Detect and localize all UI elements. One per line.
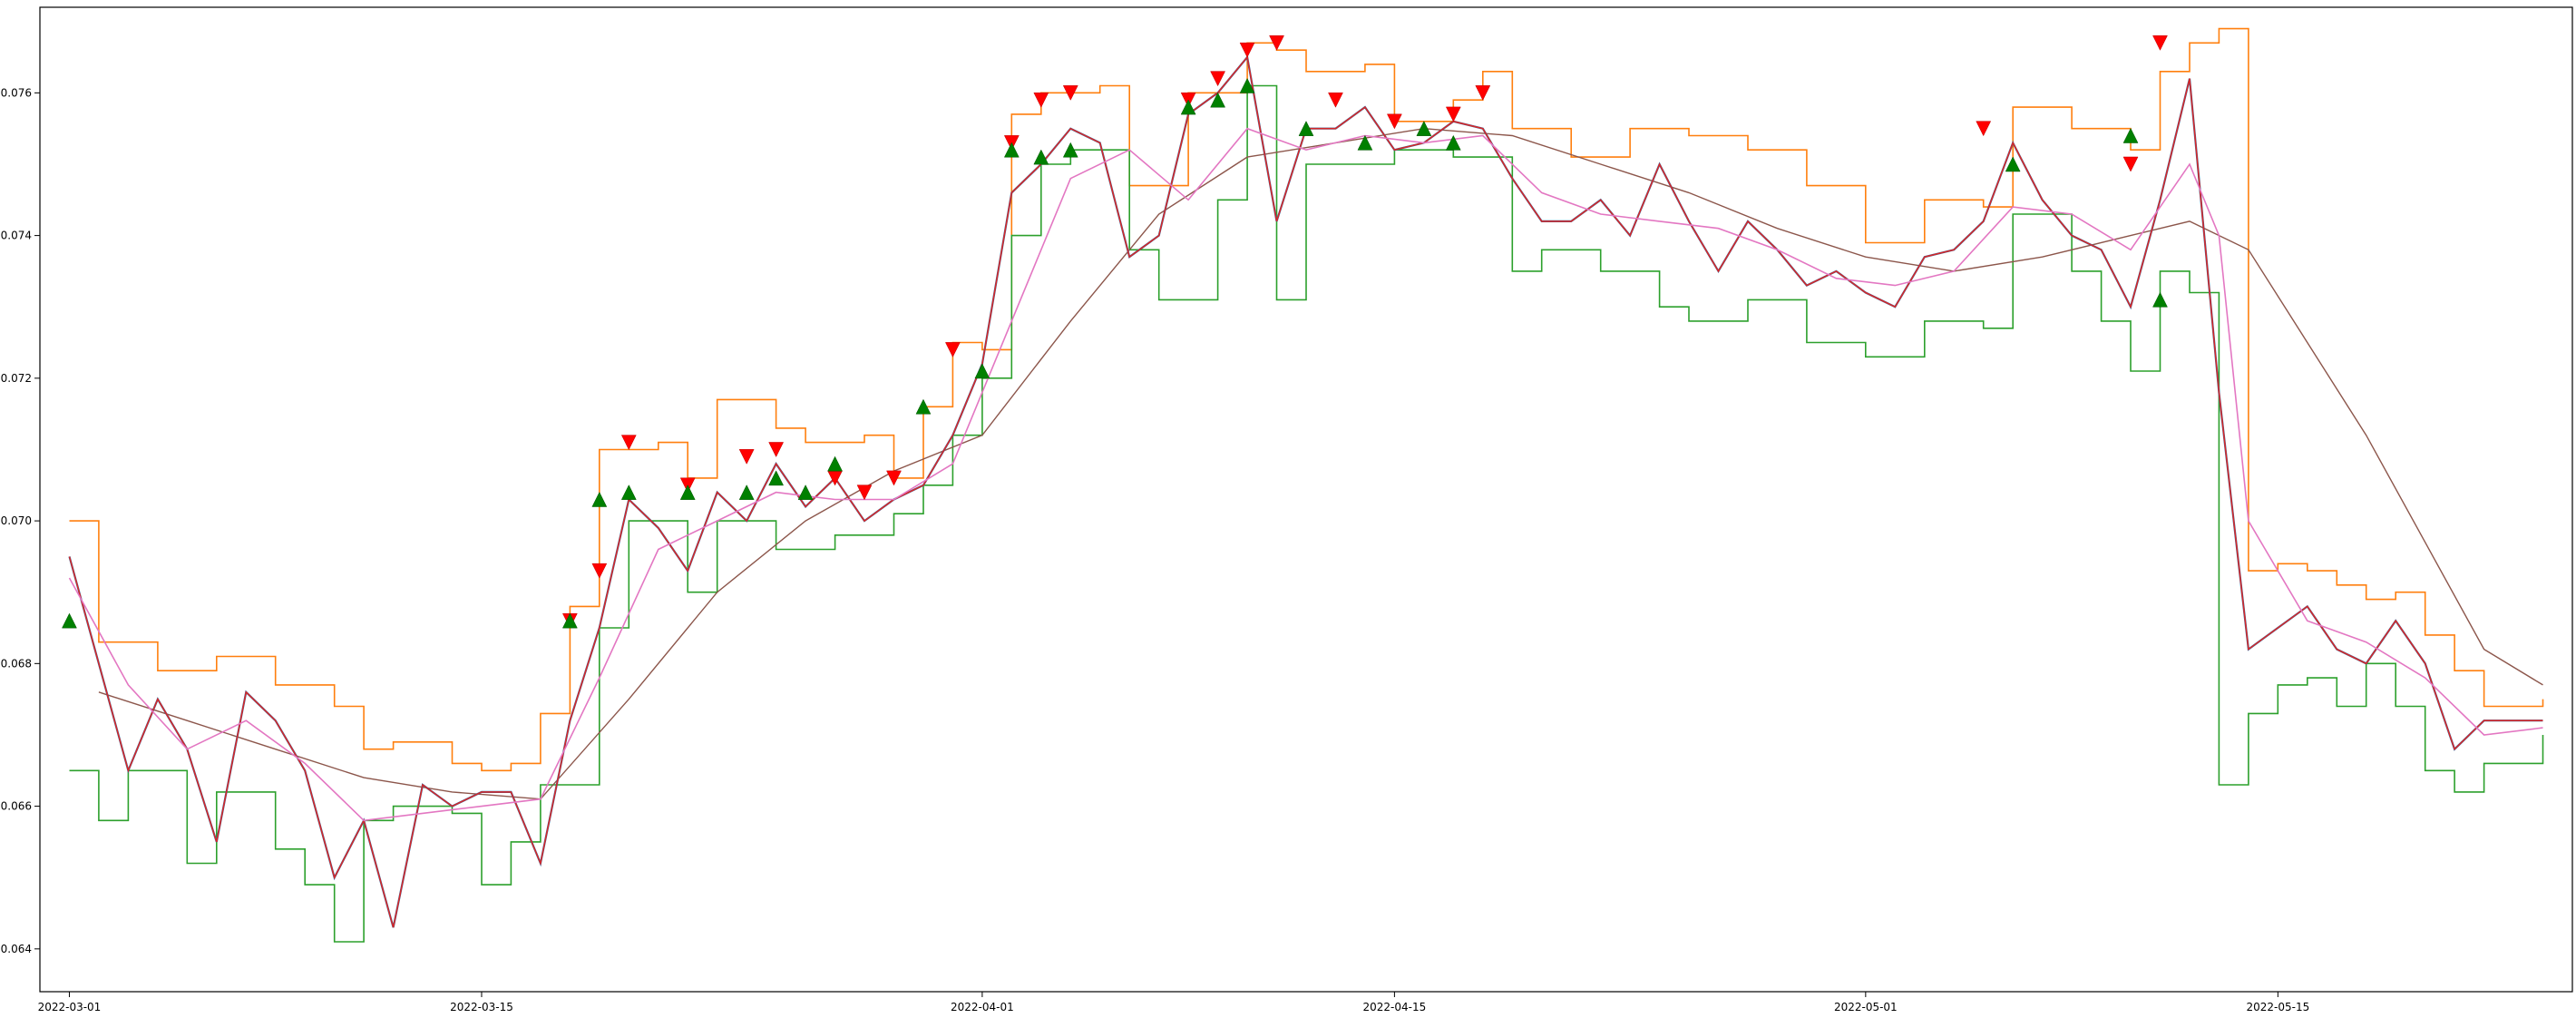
x-tick-label: 2022-05-01 [1834, 1001, 1898, 1013]
buy-marker [1180, 99, 1196, 115]
buy-marker [2152, 291, 2168, 308]
buy-marker [1298, 121, 1314, 136]
buy-marker [1033, 149, 1049, 165]
x-tick-label: 2022-04-15 [1363, 1001, 1427, 1013]
sell-marker [856, 485, 873, 501]
buy-marker [768, 470, 785, 486]
buy-marker [1445, 134, 1461, 151]
buy-marker [591, 491, 608, 507]
y-tick-label: 0.070 [1, 514, 32, 527]
y-tick-label: 0.066 [1, 800, 32, 813]
sell-marker [1386, 113, 1402, 130]
y-tick-label: 0.076 [1, 86, 32, 99]
buy-marker [2005, 156, 2021, 172]
sell-marker [1033, 92, 1049, 108]
x-tick-label: 2022-03-01 [38, 1001, 102, 1013]
sell-marker [591, 563, 608, 579]
y-tick-label: 0.068 [1, 657, 32, 670]
sell-marker [1269, 35, 1284, 51]
buy-marker [738, 485, 755, 500]
sell-marker [2152, 35, 2168, 51]
plot-frame [39, 6, 2573, 993]
buy-marker [797, 485, 814, 500]
buy-marker [827, 455, 843, 472]
lower-band-line [69, 84, 2544, 943]
x-tick-label: 2022-04-01 [951, 1001, 1014, 1013]
sell-marker [768, 442, 785, 458]
sell-marker [2122, 156, 2139, 172]
x-tick-label: 2022-03-15 [450, 1001, 513, 1013]
short-ma-line [68, 127, 2543, 822]
x-tick-label: 2022-05-15 [2246, 1001, 2309, 1013]
sell-marker [1239, 42, 1255, 58]
sell-marker [738, 449, 755, 465]
sell-marker [1210, 71, 1226, 87]
y-tick-label: 0.072 [1, 372, 32, 385]
buy-marker [679, 485, 696, 500]
y-tick-label: 0.064 [1, 943, 32, 955]
buy-marker [1239, 77, 1255, 93]
sell-marker [945, 342, 961, 357]
buy-marker [1416, 121, 1432, 136]
axis-layer: 2022-03-01 2022-03-15 2022-04-01 2022-04-15… [1, 86, 2310, 1013]
sell-marker [1328, 92, 1343, 108]
buy-marker [915, 398, 932, 415]
buy-marker [1210, 92, 1226, 108]
sell-marker [1062, 85, 1078, 101]
sell-marker [620, 435, 637, 451]
sell-marker [886, 470, 902, 486]
buy-marker [1062, 142, 1078, 158]
buy-marker [561, 612, 578, 629]
marker-layer [62, 35, 2168, 629]
buy-marker [974, 363, 990, 379]
y-tick-label: 0.074 [1, 230, 32, 242]
buy-marker [1357, 134, 1373, 151]
sell-marker [1976, 121, 1992, 137]
buy-marker [2122, 127, 2139, 143]
sell-marker [1445, 106, 1461, 122]
sell-marker [1475, 85, 1491, 101]
buy-marker [62, 612, 77, 629]
buy-marker [1003, 142, 1020, 158]
buy-marker [620, 485, 637, 500]
